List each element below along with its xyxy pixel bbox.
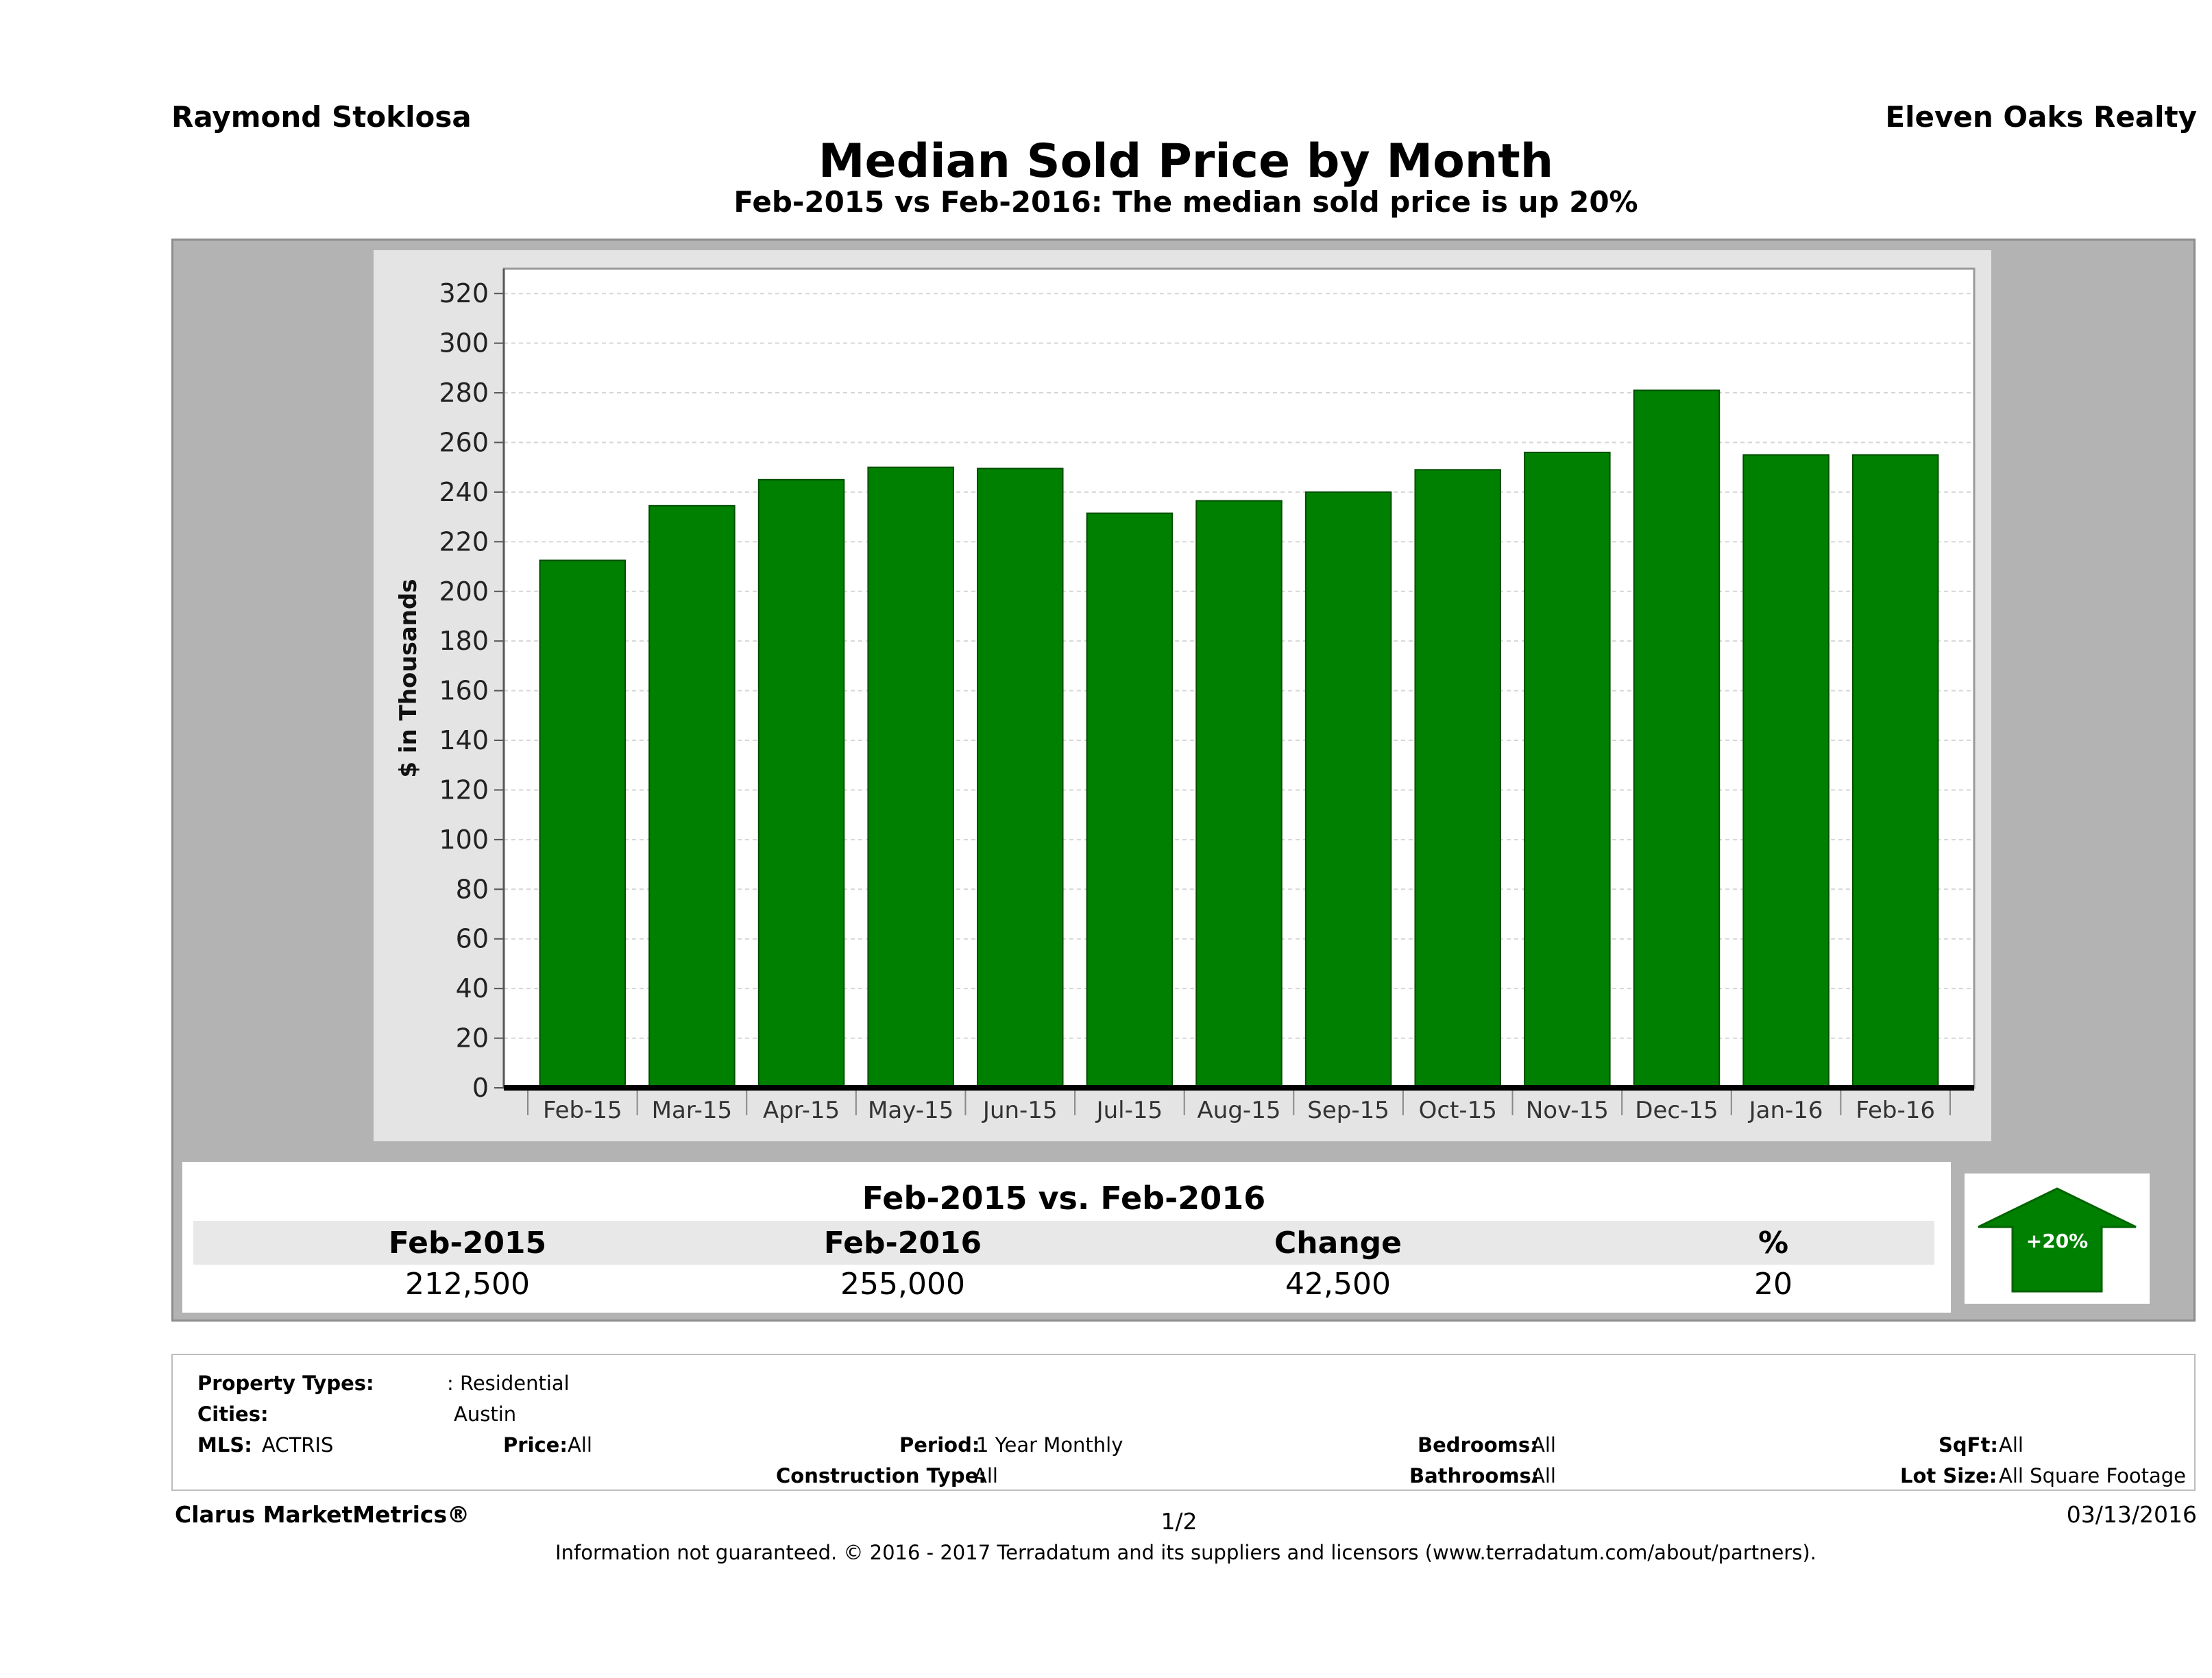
disclaimer: Information not guaranteed. © 2016 - 201… xyxy=(555,1541,1816,1564)
bar-dec-15 xyxy=(1633,389,1721,1089)
y-tick-label: 300 xyxy=(439,328,489,358)
property-types-value: : Residential xyxy=(447,1372,570,1395)
company-name: Eleven Oaks Realty xyxy=(1885,100,2197,134)
bar-jan-16 xyxy=(1742,454,1830,1089)
mls-label: MLS: xyxy=(197,1433,252,1457)
y-tick-label: 0 xyxy=(472,1073,489,1103)
x-tick-label: Oct-15 xyxy=(1419,1097,1497,1124)
header-percent: % xyxy=(1758,1225,1789,1261)
x-tick-label: Jul-15 xyxy=(1095,1097,1163,1124)
up-arrow-icon: +20% xyxy=(1978,1187,2137,1293)
lot-size-label: Lot Size: xyxy=(1900,1464,1997,1487)
header-change: Change xyxy=(1274,1225,1402,1261)
x-tick-label: Sep-15 xyxy=(1307,1097,1389,1124)
bedrooms-label: Bedrooms: xyxy=(1418,1433,1538,1457)
price-label: Price: xyxy=(503,1433,568,1457)
trend-badge: +20% xyxy=(1965,1174,2150,1304)
mls-value: ACTRIS xyxy=(262,1433,334,1457)
x-tick-label: May-15 xyxy=(868,1097,953,1124)
y-tick-label: 140 xyxy=(439,725,489,755)
bar-may-15 xyxy=(867,466,954,1089)
construction-type-label: Construction Type: xyxy=(776,1464,986,1487)
chart-subtitle: Feb-2015 vs Feb-2016: The median sold pr… xyxy=(733,185,1638,219)
x-tick-label: Feb-15 xyxy=(543,1097,622,1124)
comparison-value-row: 212,500 255,000 42,500 20 xyxy=(193,1265,1934,1303)
y-tick-label: 40 xyxy=(456,973,489,1004)
y-tick-label: 280 xyxy=(439,378,489,408)
cities-value: Austin xyxy=(454,1402,517,1426)
y-tick-label: 20 xyxy=(456,1023,489,1054)
bar-oct-15 xyxy=(1414,469,1501,1089)
x-tick-label: Aug-15 xyxy=(1198,1097,1281,1124)
lot-size-value: All Square Footage xyxy=(1999,1464,2187,1487)
page-number: 1/2 xyxy=(1160,1508,1198,1535)
chart-area: 0 20 40 60 80 100 120 140 160 180 200 220 240 260 280 3… xyxy=(374,250,1991,1141)
x-tick-label: Apr-15 xyxy=(763,1097,840,1124)
x-tick-label: Dec-15 xyxy=(1635,1097,1718,1124)
comparison-title-row: Feb-2015 vs. Feb-2016 xyxy=(193,1176,1934,1221)
y-tick-label: 80 xyxy=(456,874,489,904)
x-tick-label: Mar-15 xyxy=(652,1097,733,1124)
value-feb-2015: 212,500 xyxy=(405,1266,530,1302)
construction-type-value: All xyxy=(973,1464,998,1487)
bar-jul-15 xyxy=(1086,512,1174,1089)
x-tick-label: Feb-16 xyxy=(1856,1097,1935,1124)
y-tick-label: 320 xyxy=(439,278,489,308)
filter-details: Property Types: : Residential Cities: Au… xyxy=(171,1354,2196,1491)
x-tick-label: Jan-16 xyxy=(1748,1097,1823,1124)
comparison-title: Feb-2015 vs. Feb-2016 xyxy=(862,1180,1266,1217)
bar-nov-15 xyxy=(1524,451,1611,1089)
y-tick-label: 100 xyxy=(439,825,489,855)
y-tick-label: 220 xyxy=(439,526,489,557)
price-value: All xyxy=(568,1433,592,1457)
y-tick-label: 120 xyxy=(439,775,489,805)
x-tick-label: Nov-15 xyxy=(1526,1097,1609,1124)
report-date: 03/13/2016 xyxy=(2066,1501,2197,1528)
bar-aug-15 xyxy=(1195,500,1283,1089)
bathrooms-label: Bathrooms: xyxy=(1409,1464,1540,1487)
bar-feb-16 xyxy=(1851,454,1939,1089)
header-feb-2016: Feb-2016 xyxy=(823,1225,982,1261)
bar-feb-15 xyxy=(539,559,627,1089)
footer-brand: Clarus MarketMetrics® xyxy=(175,1501,470,1528)
bathrooms-value: All xyxy=(1531,1464,1556,1487)
bar-jun-15 xyxy=(977,467,1064,1089)
value-feb-2016: 255,000 xyxy=(840,1266,965,1302)
agent-name: Raymond Stoklosa xyxy=(171,100,472,134)
y-tick-label: 180 xyxy=(439,626,489,656)
comparison-table: Feb-2015 vs. Feb-2016 Feb-2015 Feb-2016 … xyxy=(182,1162,1951,1313)
y-tick-label: 160 xyxy=(439,676,489,706)
y-tick-label: 260 xyxy=(439,427,489,457)
sqft-value: All xyxy=(1999,1433,2023,1457)
trend-badge-label: +20% xyxy=(2026,1230,2088,1252)
bar-apr-15 xyxy=(757,478,845,1089)
y-tick-label: 240 xyxy=(439,477,489,507)
bar-mar-15 xyxy=(648,504,736,1089)
comparison-header-row: Feb-2015 Feb-2016 Change % xyxy=(193,1221,1934,1265)
sqft-label: SqFt: xyxy=(1938,1433,1998,1457)
bedrooms-value: All xyxy=(1531,1433,1556,1457)
header-feb-2015: Feb-2015 xyxy=(388,1225,547,1261)
chart-title: Median Sold Price by Month xyxy=(818,134,1554,189)
y-tick-label: 200 xyxy=(439,576,489,607)
value-change: 42,500 xyxy=(1285,1266,1391,1302)
y-axis-label: $ in Thousands xyxy=(395,579,422,777)
y-tick-label: 60 xyxy=(456,924,489,954)
cities-label: Cities: xyxy=(197,1402,269,1426)
period-label: Period: xyxy=(899,1433,980,1457)
bar-sep-15 xyxy=(1304,491,1392,1089)
period-value: 1 Year Monthly xyxy=(976,1433,1123,1457)
bar-chart: 0 20 40 60 80 100 120 140 160 180 200 220 240 260 280 3… xyxy=(395,267,1976,1124)
x-tick-label: Jun-15 xyxy=(982,1097,1058,1124)
property-types-label: Property Types: xyxy=(197,1372,374,1395)
value-percent: 20 xyxy=(1754,1266,1792,1302)
